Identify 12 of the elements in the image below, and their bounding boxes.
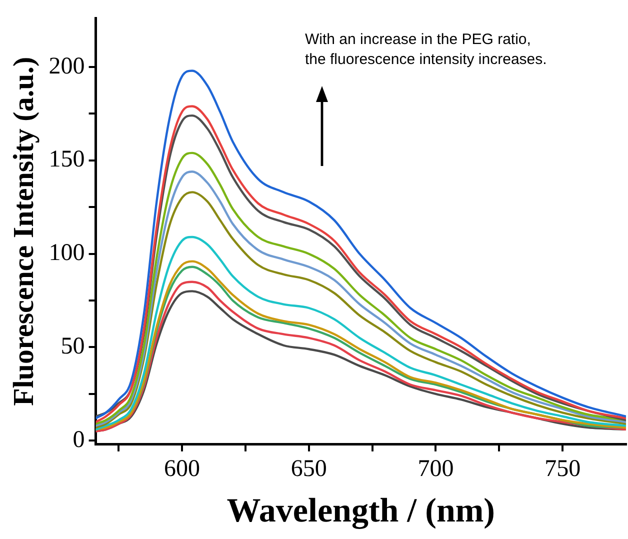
x-axis-title: Wavelength / (nm) <box>226 492 496 530</box>
x-tick-label: 750 <box>544 456 581 482</box>
annotation: With an increase in the PEG ratio, the fluorescence intensity increases. <box>305 30 547 70</box>
y-tick-label: 50 <box>60 334 85 360</box>
x-tick-label: 600 <box>164 456 200 482</box>
y-tick-label: 100 <box>48 240 85 266</box>
y-tick-label: 200 <box>48 53 85 80</box>
x-tick-label: 700 <box>418 456 454 482</box>
y-axis-title: Fluorescence Intensity (a.u.) <box>8 56 40 406</box>
y-tick-label: 150 <box>48 146 85 173</box>
y-tick-label: 0 <box>72 426 85 453</box>
x-tick-label: 650 <box>290 456 327 482</box>
